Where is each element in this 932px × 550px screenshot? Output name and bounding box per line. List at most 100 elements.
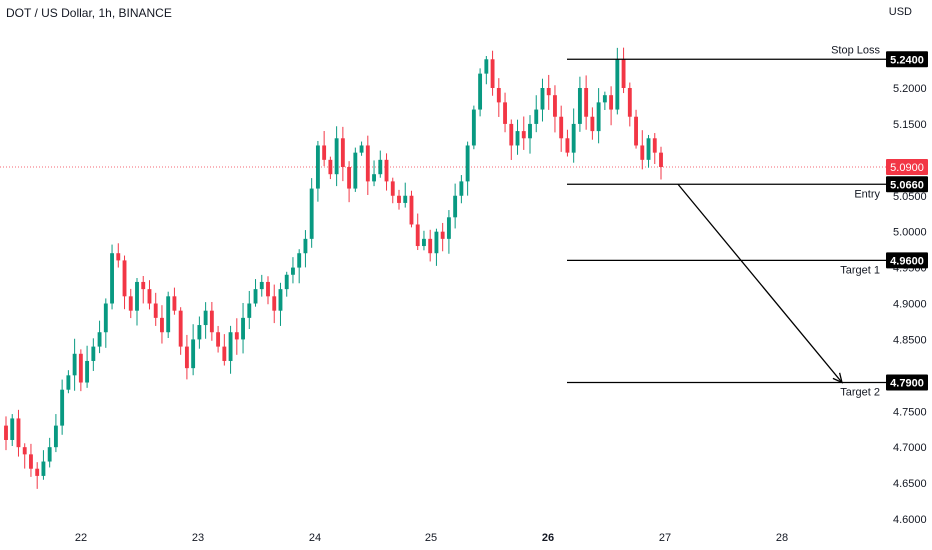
candle-body [496, 88, 501, 103]
candle-body [602, 95, 607, 103]
candle-body [278, 289, 283, 311]
x-tick-label: 24 [309, 532, 321, 544]
y-tick-label: 4.6000 [893, 514, 927, 526]
candle-body [509, 123, 514, 146]
candle-body [609, 95, 614, 110]
candle-body [122, 260, 127, 297]
projection-arrow[interactable] [677, 183, 843, 383]
candle-body [166, 296, 171, 333]
last-price-text: 5.0900 [890, 162, 924, 174]
candle-body [340, 138, 345, 168]
candle-body [110, 253, 114, 304]
candle-body [553, 95, 557, 117]
candle-body [627, 88, 632, 117]
y-tick-label: 5.1500 [893, 119, 927, 131]
candle-body [172, 296, 177, 311]
candle-body [309, 188, 314, 239]
candle-body [434, 231, 439, 254]
candle-body [359, 145, 364, 153]
candle-body [47, 447, 52, 462]
x-tick-label: 23 [192, 532, 204, 544]
candle-body [128, 296, 133, 311]
y-tick-label: 4.7500 [893, 406, 927, 418]
stop-loss-price-text: 5.2400 [890, 54, 924, 66]
candle-body [559, 116, 564, 139]
candle-body [184, 346, 189, 369]
candle-body [478, 73, 483, 110]
candle-body [428, 238, 433, 254]
candle-body [403, 195, 408, 203]
candle-body [521, 131, 526, 139]
candle-body [571, 123, 576, 153]
candle-body [222, 346, 227, 361]
candle-body [303, 238, 308, 254]
candle-body [322, 145, 327, 160]
stop-loss-label: Stop Loss [831, 44, 880, 56]
currency-label: USD [888, 6, 912, 18]
x-tick-label: 27 [659, 532, 671, 544]
candle-body [528, 123, 532, 139]
entry-price-tag [886, 176, 928, 193]
candle-body [203, 310, 208, 326]
candle-body [4, 425, 8, 440]
candle-body [365, 145, 370, 182]
candle-body [147, 289, 152, 304]
candle-body [291, 267, 295, 275]
candle-body [216, 332, 221, 347]
candle-body [634, 116, 638, 146]
candle-body [234, 332, 239, 340]
candle-body [646, 138, 651, 160]
candle-body [652, 138, 657, 153]
candle-body [565, 138, 570, 153]
candle-body [91, 346, 96, 361]
candle-body [253, 289, 258, 304]
candle-body [490, 59, 495, 88]
candle-body [259, 281, 264, 290]
candle-body [66, 375, 71, 390]
candle-body [135, 281, 139, 311]
candle-body [590, 116, 595, 132]
candle-body [60, 389, 65, 426]
candle-body [41, 461, 46, 476]
target-1-label: Target 1 [840, 264, 880, 276]
entry-label: Entry [854, 188, 880, 200]
candle-body [390, 181, 395, 196]
candle-body [315, 145, 320, 189]
candle-body [297, 253, 302, 268]
target-2-price-tag [886, 374, 928, 391]
x-tick-label: 25 [425, 532, 437, 544]
y-tick-label: 5.0500 [893, 191, 927, 203]
candle-body [328, 159, 333, 175]
y-tick-label: 4.8500 [893, 334, 927, 346]
candle-body [596, 102, 601, 132]
candle-body [53, 425, 58, 448]
candle-body [534, 109, 539, 124]
candle-body [72, 353, 77, 376]
candle-body [540, 88, 545, 110]
candle-body [453, 195, 458, 218]
projection-arrowhead [832, 372, 843, 384]
candle-body [103, 303, 108, 333]
candle-body [266, 281, 270, 297]
candle-body [16, 418, 21, 448]
candle-body [378, 159, 383, 175]
candle-body [384, 159, 389, 182]
candle-body [584, 88, 589, 117]
target-1-price-text: 4.9600 [890, 255, 924, 267]
y-tick-label: 5.2000 [893, 83, 927, 95]
x-tick-label: 28 [776, 532, 788, 544]
last-price-tag [886, 159, 928, 176]
candle-body [35, 468, 40, 476]
x-tick-label: 26 [542, 532, 554, 544]
candle-body [372, 174, 376, 182]
candle-body [546, 88, 551, 96]
candle-body [178, 310, 183, 347]
target-2-price-text: 4.7900 [890, 378, 924, 390]
candle-body [78, 353, 83, 383]
candle-body [347, 167, 352, 189]
candle-body [409, 195, 414, 225]
candle-body [397, 195, 401, 203]
candle-body [228, 332, 233, 361]
x-tick-label: 22 [75, 532, 87, 544]
